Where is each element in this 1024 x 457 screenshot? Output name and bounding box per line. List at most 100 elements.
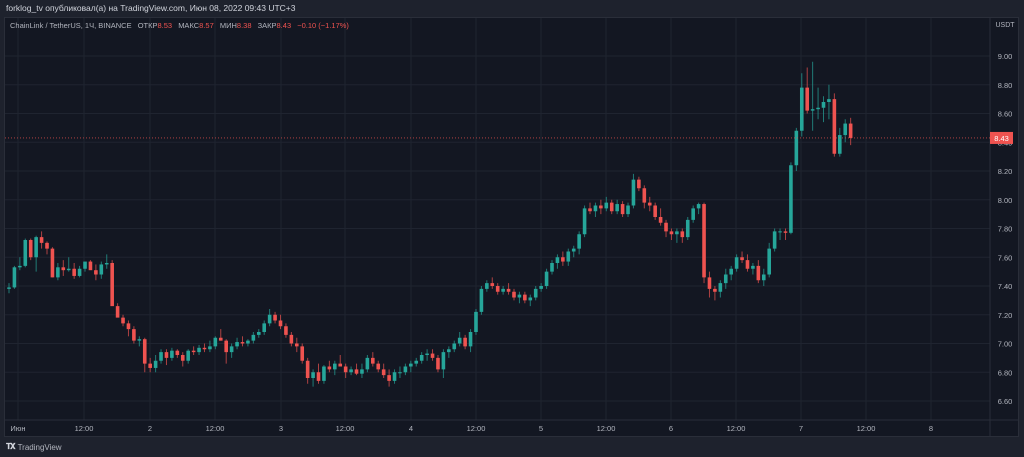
candle [647,196,652,212]
candle [637,176,641,192]
time-tick: 12:00 [336,424,355,433]
time-tick: Июн [10,424,25,433]
candle [289,332,294,347]
close-value: 8.43 [276,21,292,30]
time-tick: 8 [929,424,933,433]
candle [843,119,848,143]
candle [278,314,283,330]
candle [685,217,690,240]
candle [251,332,256,344]
candle [653,202,657,220]
candle [425,349,429,361]
candle [110,260,114,307]
price-tick: 8.20 [998,167,1013,176]
price-tick: 7.00 [998,340,1013,349]
candle [115,303,120,318]
candle [56,263,60,281]
publisher-line: forklog_tv опубликовал(а) на TradingView… [6,3,296,13]
candle [441,349,446,378]
candle [457,332,462,347]
last-price-badge [990,131,1013,144]
candle [18,257,22,271]
candle [740,251,744,263]
candle [506,283,511,295]
candle [202,343,207,353]
candle [479,286,484,315]
candle [561,251,565,266]
candle [495,283,500,295]
candle [104,254,109,269]
time-tick: 12:00 [206,424,225,433]
candle [669,228,674,240]
candle [848,117,853,146]
price-tick: 7.60 [998,253,1013,262]
candle [751,263,755,275]
candle [707,271,712,298]
candle [550,260,554,275]
candle [246,339,250,347]
candle [349,366,353,376]
candle [311,369,315,387]
candle [159,349,163,364]
price-tick: 7.80 [998,225,1013,234]
candle [132,326,136,344]
candle [300,343,305,364]
candle [126,320,131,337]
candle [528,294,533,307]
candle [142,337,147,373]
candle [696,202,701,215]
price-tick: 6.80 [998,368,1013,377]
candle [772,228,777,252]
candle [729,265,733,281]
candle [72,263,76,279]
candle [170,347,174,361]
footer: 𝐓𝐗 TradingView [6,440,62,454]
candle [262,320,267,335]
candle [544,268,549,289]
candle [593,202,598,217]
time-tick: 6 [669,424,673,433]
time-tick: 12:00 [467,424,486,433]
candle [267,309,272,327]
candle [371,352,375,367]
candle [23,238,28,268]
candle [555,254,560,269]
currency-label: USDT [995,22,1015,29]
candle [718,280,723,298]
candle [235,337,239,350]
candle [664,219,668,238]
candle [403,363,408,376]
brand-name: TradingView [17,442,62,452]
candle [566,248,571,266]
candle [338,355,343,367]
candle [284,323,288,338]
candle [148,357,152,373]
candle [305,357,310,384]
candle [713,286,717,301]
candle [523,291,527,304]
candle [153,355,158,373]
candle [626,202,630,217]
candle [66,257,71,272]
candle [409,360,413,373]
candle [675,228,679,243]
candle [224,339,228,364]
candle [50,247,55,278]
candle [658,208,663,226]
candle [620,201,625,217]
price-tick: 6.60 [998,397,1013,406]
candle [816,87,820,120]
candle [94,264,98,281]
candle [229,343,234,358]
candle [436,355,440,373]
candle [805,67,810,114]
candle [381,363,386,378]
time-tick: 3 [279,424,283,433]
symbol-name[interactable]: ChainLink / TetherUS, 1Ч, BINANCE [10,21,132,30]
time-tick: 12:00 [75,424,94,433]
candle [121,314,125,327]
candle [734,254,739,272]
candle [99,261,104,279]
candle [745,254,750,272]
